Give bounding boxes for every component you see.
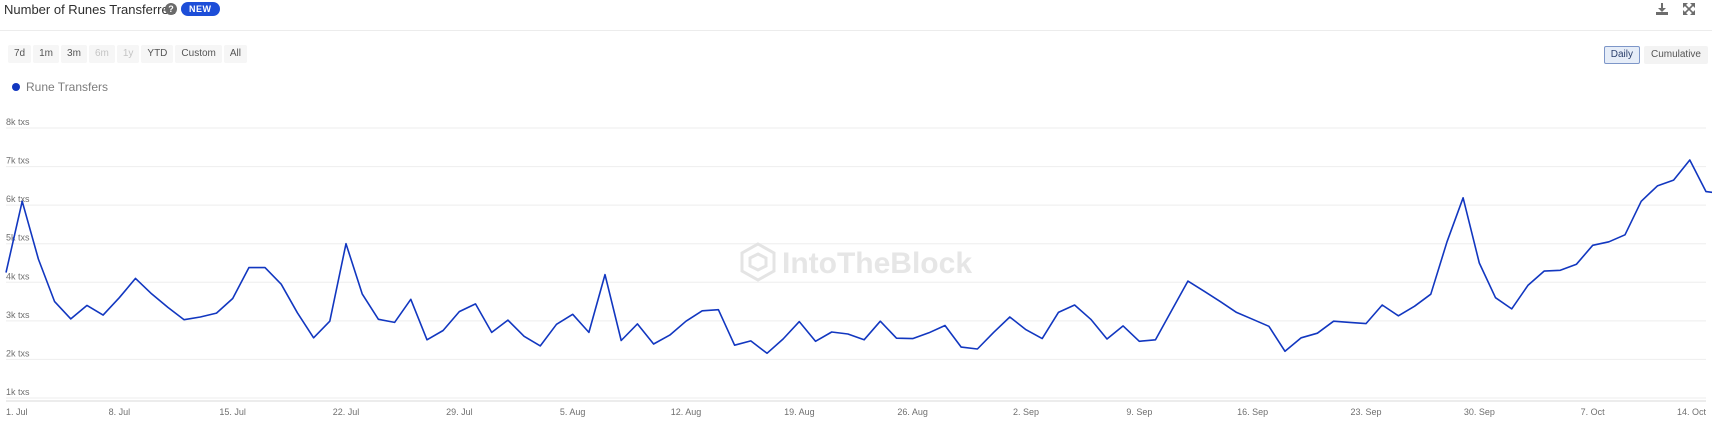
x-axis: 1. Jul 8. Jul 15. Jul 22. Jul 29. Jul 5. Aug 1… xyxy=(6,407,1706,417)
x-tick-label: 16. Sep xyxy=(1237,407,1268,417)
y-tick-label: 5k txs xyxy=(6,233,30,243)
x-tick-label: 19. Aug xyxy=(784,407,815,417)
watermark-logo-icon xyxy=(740,242,776,282)
legend-label: Rune Transfers xyxy=(26,80,109,94)
x-tick-label: 14. Oct xyxy=(1677,407,1707,417)
watermark-text: IntoTheBlock xyxy=(782,247,972,280)
watermark: IntoTheBlock xyxy=(740,242,972,282)
download-icon[interactable] xyxy=(1654,1,1670,17)
range-button-all[interactable]: All xyxy=(223,45,247,63)
x-tick-label: 1. Jul xyxy=(6,407,28,417)
range-button-1y: 1y xyxy=(116,45,140,63)
range-button-3m[interactable]: 3m xyxy=(61,45,87,63)
daily-button[interactable]: Daily xyxy=(1603,46,1640,64)
x-tick-label: 7. Oct xyxy=(1581,407,1606,417)
mode-toggle: Daily Cumulative xyxy=(1603,46,1708,64)
time-range-selector: 7d 1m 3m 6m 1y YTD Custom All xyxy=(8,45,247,63)
y-tick-label: 4k txs xyxy=(6,271,30,281)
range-button-6m: 6m xyxy=(88,45,115,63)
x-tick-label: 9. Sep xyxy=(1126,407,1152,417)
x-tick-label: 12. Aug xyxy=(671,407,702,417)
chart-title: Number of Runes Transferred xyxy=(4,2,176,17)
y-tick-label: 8k txs xyxy=(6,117,30,127)
series-line[interactable] xyxy=(5,159,1712,355)
x-tick-label: 8. Jul xyxy=(109,407,131,417)
question-circle-icon[interactable]: ? xyxy=(165,3,177,15)
x-tick-label: 26. Aug xyxy=(897,407,928,417)
range-button-ytd[interactable]: YTD xyxy=(141,45,174,63)
x-tick-label: 15. Jul xyxy=(219,407,246,417)
y-tick-label: 6k txs xyxy=(6,194,30,204)
x-tick-label: 22. Jul xyxy=(333,407,360,417)
range-button-custom[interactable]: Custom xyxy=(175,45,222,63)
new-badge: NEW xyxy=(181,2,220,16)
y-tick-label: 3k txs xyxy=(6,310,30,320)
x-tick-label: 30. Sep xyxy=(1464,407,1495,417)
gridlines xyxy=(6,127,1706,399)
y-axis: 1k txs 2k txs 3k txs 4k txs 5k txs 6k txs 7k t… xyxy=(6,117,30,397)
chart-legend[interactable]: Rune Transfers xyxy=(12,80,108,94)
range-button-1m[interactable]: 1m xyxy=(33,45,60,63)
x-tick-label: 29. Jul xyxy=(446,407,473,417)
y-tick-label: 1k txs xyxy=(6,387,30,397)
series-layer xyxy=(5,159,1712,355)
expand-icon[interactable] xyxy=(1681,1,1697,17)
y-tick-label: 7k txs xyxy=(6,156,30,166)
widget-header: Number of Runes Transferred ? NEW xyxy=(0,0,1712,31)
range-button-7d[interactable]: 7d xyxy=(8,45,32,63)
x-tick-label: 23. Sep xyxy=(1350,407,1381,417)
cumulative-button[interactable]: Cumulative xyxy=(1643,46,1708,64)
legend-marker xyxy=(12,83,20,91)
x-tick-label: 5. Aug xyxy=(560,407,586,417)
y-tick-label: 2k txs xyxy=(6,348,30,358)
x-tick-label: 2. Sep xyxy=(1013,407,1039,417)
